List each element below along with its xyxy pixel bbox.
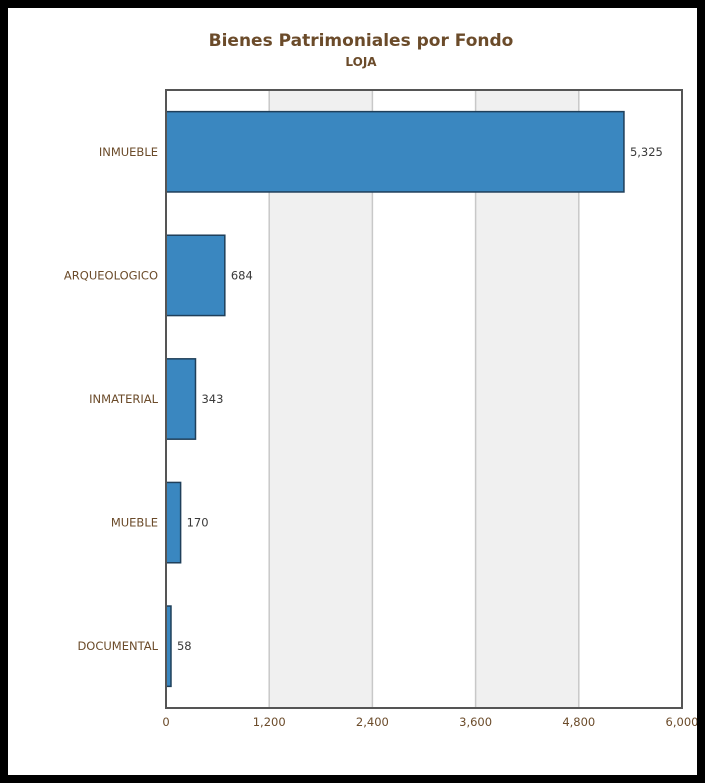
bar-inmaterial — [165, 358, 197, 440]
data-label: 170 — [187, 516, 209, 530]
data-labels: 5,325 684 343 170 58 — [177, 145, 663, 653]
plot-border — [165, 89, 683, 709]
category-label: INMUEBLE — [99, 145, 158, 159]
x-tick-label: 1,200 — [253, 715, 286, 729]
data-label: 5,325 — [630, 145, 663, 159]
x-tick-label: 6,000 — [666, 715, 697, 729]
x-tick-label: 2,400 — [356, 715, 389, 729]
bar-arqueologico — [165, 234, 226, 317]
bar-inmueble — [165, 110, 625, 193]
data-label: 684 — [231, 268, 253, 282]
bar-mueble — [165, 481, 182, 564]
plot-band — [269, 90, 373, 708]
bars — [165, 110, 625, 688]
x-tick-label: 4,800 — [562, 715, 595, 729]
chart-title: Bienes Patrimoniales por Fondo — [209, 31, 514, 51]
plot-band — [475, 90, 579, 708]
x-axis-tick-labels: 0 1,200 2,400 3,600 4,800 6,000 — [162, 715, 697, 729]
category-labels: INMUEBLE ARQUEOLOGICO INMATERIAL MUEBLE DOCU… — [64, 145, 159, 653]
x-tick-label: 3,600 — [459, 715, 492, 729]
data-label: 343 — [201, 392, 223, 406]
category-label: MUEBLE — [111, 516, 158, 530]
bar-chart: Bienes Patrimoniales por Fondo LOJA INMU… — [64, 31, 697, 729]
data-label: 58 — [177, 639, 192, 653]
chart-frame: Bienes Patrimoniales por Fondo LOJA INMU… — [8, 8, 697, 775]
category-label: DOCUMENTAL — [77, 639, 158, 653]
category-label: ARQUEOLOGICO — [64, 268, 158, 282]
chart-subtitle: LOJA — [345, 55, 377, 69]
plot-bands — [269, 90, 579, 708]
x-tick-label: 0 — [162, 715, 169, 729]
gridlines — [268, 90, 580, 708]
category-label: INMATERIAL — [89, 392, 158, 406]
